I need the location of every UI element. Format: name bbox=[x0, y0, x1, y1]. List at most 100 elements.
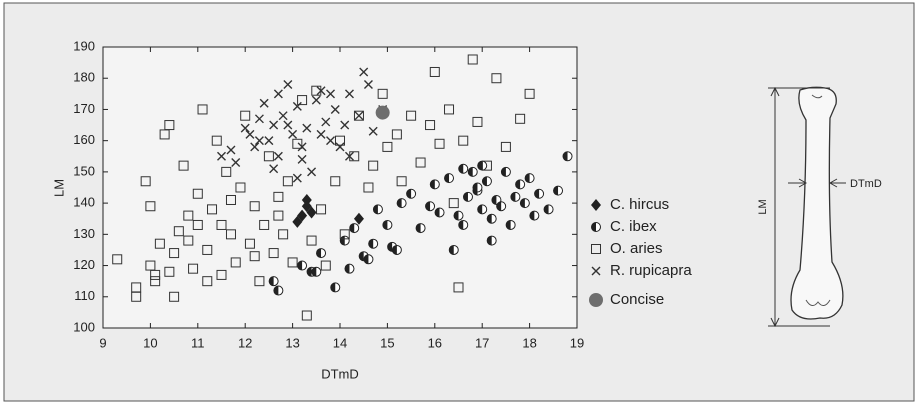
x-tick-label: 9 bbox=[99, 335, 106, 350]
point bbox=[382, 219, 393, 230]
point bbox=[368, 160, 379, 171]
half-circle-fill bbox=[487, 214, 492, 224]
point bbox=[349, 223, 360, 234]
point bbox=[543, 204, 554, 215]
x-marker bbox=[344, 89, 354, 99]
x-marker bbox=[340, 120, 350, 130]
square-marker bbox=[249, 201, 260, 212]
point bbox=[282, 176, 293, 187]
point bbox=[297, 209, 308, 222]
x-marker bbox=[297, 142, 307, 152]
point bbox=[297, 154, 307, 164]
point bbox=[283, 79, 293, 89]
point bbox=[529, 210, 540, 221]
point bbox=[368, 126, 378, 136]
point bbox=[283, 120, 293, 130]
square-marker bbox=[211, 135, 222, 146]
square-marker bbox=[164, 120, 175, 131]
half-circle-fill bbox=[449, 245, 454, 255]
point bbox=[481, 160, 492, 171]
legend-label: C. ibex bbox=[610, 218, 657, 235]
point bbox=[268, 276, 279, 287]
y-tick-label: 170 bbox=[73, 101, 95, 116]
point bbox=[306, 235, 317, 246]
point bbox=[173, 226, 184, 237]
point bbox=[217, 151, 226, 161]
half-circle-fill bbox=[458, 164, 464, 174]
square-marker bbox=[263, 151, 274, 162]
point bbox=[363, 79, 373, 89]
point bbox=[462, 191, 473, 202]
point bbox=[169, 291, 180, 302]
x-marker bbox=[264, 136, 274, 146]
bone-outline bbox=[790, 86, 844, 320]
y-tick-label: 160 bbox=[73, 132, 95, 147]
square-marker bbox=[230, 257, 241, 268]
half-circle-fill bbox=[477, 204, 483, 214]
square-marker bbox=[202, 244, 213, 255]
x-marker bbox=[311, 95, 321, 105]
x-marker bbox=[278, 111, 288, 121]
point bbox=[524, 88, 535, 99]
point bbox=[326, 136, 336, 146]
point bbox=[254, 136, 264, 146]
point bbox=[524, 173, 535, 184]
point bbox=[505, 219, 516, 230]
point bbox=[230, 257, 241, 268]
square-marker bbox=[183, 235, 194, 246]
point bbox=[377, 88, 388, 99]
point bbox=[396, 198, 407, 209]
square-marker bbox=[282, 176, 293, 187]
square-marker bbox=[202, 276, 213, 287]
point bbox=[553, 185, 564, 196]
point bbox=[269, 120, 279, 130]
point bbox=[221, 166, 232, 177]
half-circle-fill bbox=[382, 220, 388, 230]
square-marker bbox=[150, 269, 161, 280]
x-marker bbox=[231, 158, 241, 168]
point bbox=[164, 120, 175, 131]
square-marker bbox=[183, 210, 194, 221]
half-circle-fill bbox=[458, 220, 464, 230]
square-marker bbox=[320, 260, 331, 271]
point bbox=[458, 135, 469, 146]
half-circle-fill bbox=[520, 198, 525, 208]
point bbox=[448, 198, 459, 209]
point bbox=[183, 210, 194, 221]
point bbox=[363, 254, 374, 265]
point bbox=[202, 276, 213, 287]
half-circle-fill bbox=[463, 192, 468, 202]
point bbox=[278, 229, 289, 240]
x-marker bbox=[240, 123, 250, 133]
square-marker bbox=[434, 138, 445, 149]
x-marker bbox=[297, 154, 307, 164]
point bbox=[226, 145, 236, 155]
point bbox=[372, 204, 383, 215]
x-marker bbox=[288, 129, 298, 139]
half-circle-fill bbox=[468, 167, 473, 177]
diamond-marker bbox=[301, 200, 312, 213]
x-tick-label: 15 bbox=[380, 335, 394, 350]
point bbox=[263, 151, 274, 162]
square-marker bbox=[363, 182, 374, 193]
square-marker bbox=[330, 176, 341, 187]
point bbox=[192, 219, 203, 230]
point bbox=[368, 238, 379, 249]
x-tick-label: 16 bbox=[428, 335, 442, 350]
square-marker bbox=[249, 251, 260, 262]
point bbox=[245, 129, 255, 139]
x-marker bbox=[254, 114, 264, 124]
point bbox=[235, 182, 246, 193]
half-circle-fill bbox=[297, 261, 303, 271]
point bbox=[183, 235, 194, 246]
x-marker bbox=[273, 89, 283, 99]
y-tick-label: 130 bbox=[73, 226, 95, 241]
half-circle-fill bbox=[472, 183, 478, 192]
plot-area bbox=[102, 46, 578, 329]
point bbox=[273, 285, 284, 296]
point bbox=[297, 95, 308, 106]
point bbox=[519, 198, 530, 209]
square-marker bbox=[406, 110, 417, 121]
x-marker bbox=[245, 129, 255, 139]
point bbox=[112, 254, 123, 265]
